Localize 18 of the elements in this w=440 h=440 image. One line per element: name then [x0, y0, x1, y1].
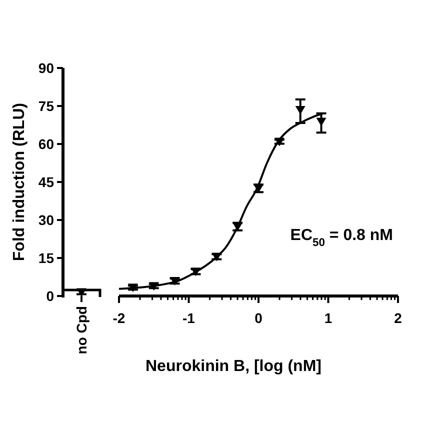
x-axis-title: Neurokinin B, [log (nM]: [146, 358, 322, 375]
x-tick-label: no Cpd: [74, 306, 90, 354]
x-tick-label: 1: [324, 310, 332, 326]
x-tick-label: 0: [254, 310, 263, 326]
x-tick-label: -2: [112, 310, 126, 326]
x-tick-label: -1: [182, 310, 196, 326]
y-axis-title: Fold induction (RLU): [11, 102, 28, 262]
y-tick-label: 15: [38, 250, 54, 266]
annotation: EC$_{50}$ = 0.8 nM: [290, 227, 393, 249]
y-tick-label: 30: [38, 212, 54, 228]
y-tick-label: 90: [38, 60, 54, 76]
y-tick-label: 45: [38, 174, 54, 190]
point: [316, 118, 326, 126]
point: [295, 106, 306, 115]
y-tick-label: 75: [38, 98, 54, 114]
y-tick-label: 0: [46, 288, 54, 304]
y-tick-label: 60: [38, 136, 54, 152]
x-tick-label: 2: [394, 310, 402, 326]
